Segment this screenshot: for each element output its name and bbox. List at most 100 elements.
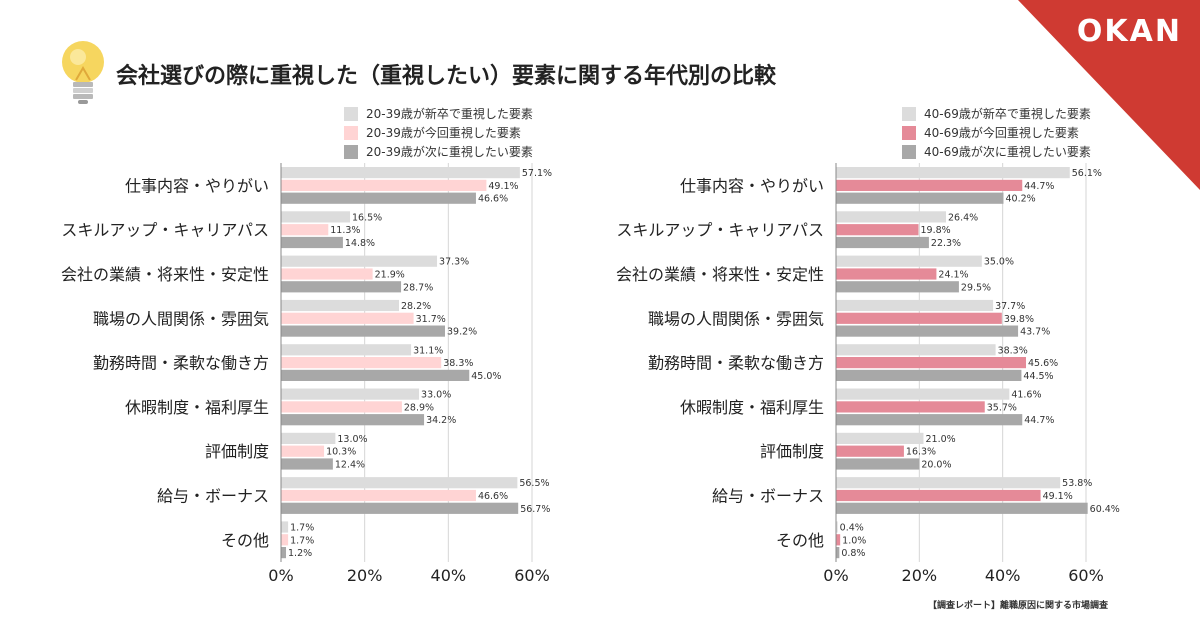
category-label: 休暇制度・福利厚生: [680, 398, 824, 417]
bar: [281, 369, 470, 381]
data-label: 56.1%: [1072, 168, 1102, 179]
bar: [836, 255, 982, 267]
data-label: 13.0%: [337, 434, 367, 445]
bar: [281, 325, 445, 337]
legend-item-young-new-grad: 20-39歳が新卒で重視した要素: [344, 104, 533, 123]
legend-item-old-current: 40-69歳が今回重視した要素: [902, 123, 1091, 142]
data-label: 38.3%: [998, 345, 1028, 356]
category-label: その他: [776, 531, 824, 550]
data-label: 44.7%: [1024, 415, 1054, 426]
bar: [281, 401, 402, 413]
bar: [836, 268, 937, 280]
bar: [281, 268, 373, 280]
bar: [281, 445, 325, 457]
legend-swatch: [344, 106, 358, 121]
data-label: 33.0%: [421, 390, 451, 401]
legend-swatch: [902, 106, 916, 121]
bar: [836, 357, 1026, 369]
bar: [836, 477, 1061, 489]
bar: [281, 312, 414, 324]
legend-label: 40-69歳が今回重視した要素: [924, 126, 1079, 140]
data-label: 46.6%: [478, 194, 508, 205]
bar: [836, 224, 919, 236]
bar: [836, 432, 924, 444]
data-label: 35.7%: [987, 402, 1017, 413]
data-label: 60.4%: [1090, 504, 1120, 515]
data-label: 1.2%: [288, 548, 312, 559]
bar: [836, 281, 959, 293]
data-label: 44.7%: [1024, 181, 1054, 192]
data-label: 0.4%: [840, 523, 864, 534]
bar: [281, 388, 420, 400]
data-label: 49.1%: [1043, 491, 1073, 502]
data-label: 28.7%: [403, 282, 433, 293]
legend-label: 20-39歳が今回重視した要素: [366, 126, 521, 140]
data-label: 20.0%: [921, 460, 951, 471]
x-tick-label: 0%: [823, 566, 848, 585]
legend-swatch: [344, 125, 358, 140]
data-label: 24.1%: [938, 270, 968, 281]
bar: [836, 534, 841, 546]
data-label: 28.2%: [401, 301, 431, 312]
bar: [281, 547, 287, 559]
legend-label: 20-39歳が次に重視したい要素: [366, 145, 533, 159]
bar: [836, 325, 1019, 337]
legend-right: 40-69歳が新卒で重視した要素 40-69歳が今回重視した要素 40-69歳が…: [902, 104, 1091, 161]
data-label: 37.3%: [439, 257, 469, 268]
bar: [836, 211, 946, 223]
bar: [836, 192, 1004, 204]
data-label: 26.4%: [948, 212, 978, 223]
bar: [281, 489, 476, 502]
bar: [281, 414, 425, 426]
data-label: 1.7%: [290, 523, 314, 534]
data-label: 46.6%: [478, 491, 508, 502]
bar: [836, 179, 1023, 191]
category-label: 勤務時間・柔軟な働き方: [93, 354, 269, 373]
bar: [281, 344, 412, 356]
category-label: 評価制度: [760, 442, 824, 461]
bar: [836, 401, 985, 413]
bar: [281, 502, 519, 514]
category-label: スキルアップ・キャリアパス: [61, 221, 269, 240]
bar: [836, 299, 994, 312]
bar: [836, 369, 1022, 381]
legend-label: 20-39歳が新卒で重視した要素: [366, 107, 533, 121]
data-label: 53.8%: [1062, 478, 1092, 489]
bar: [281, 179, 487, 191]
corner-shape: [1018, 0, 1200, 190]
category-label: 会社の業績・将来性・安定性: [61, 265, 269, 284]
bar: [281, 255, 438, 267]
data-label: 22.3%: [931, 238, 961, 249]
x-tick-label: 60%: [1068, 566, 1104, 585]
category-label: 職場の人間関係・雰囲気: [93, 309, 269, 328]
legend-item-young-next: 20-39歳が次に重視したい要素: [344, 142, 533, 161]
data-label: 12.4%: [335, 460, 365, 471]
bar: [836, 489, 1041, 502]
category-label: 評価制度: [205, 442, 269, 461]
data-label: 38.3%: [443, 358, 473, 369]
x-tick-label: 40%: [985, 566, 1021, 585]
brand-corner-triangle: [1018, 0, 1200, 190]
bar: [281, 357, 442, 369]
bar: [281, 477, 518, 489]
bar: [836, 344, 996, 356]
bar: [836, 388, 1010, 400]
bar: [836, 414, 1023, 426]
category-label: 休暇制度・福利厚生: [125, 398, 269, 417]
bar: [281, 521, 289, 533]
legend-label: 40-69歳が新卒で重視した要素: [924, 107, 1091, 121]
data-label: 40.2%: [1006, 194, 1036, 205]
bar-chart-20-39: 57.1% 49.1% 46.6% 仕事内容・やりがい 16.5% 11.3% 14.8% ス…: [61, 163, 552, 585]
bar: [281, 432, 336, 444]
data-label: 45.0%: [471, 371, 501, 382]
bar: [281, 236, 343, 249]
legend-left: 20-39歳が新卒で重視した要素 20-39歳が今回重視した要素 20-39歳が…: [344, 104, 533, 161]
legend-label: 40-69歳が次に重視したい要素: [924, 145, 1091, 159]
x-tick-label: 20%: [347, 566, 383, 585]
data-label: 43.7%: [1020, 327, 1050, 338]
bar: [836, 236, 929, 249]
category-label: 仕事内容・やりがい: [125, 176, 269, 195]
data-label: 57.1%: [522, 168, 552, 179]
data-label: 49.1%: [488, 181, 518, 192]
